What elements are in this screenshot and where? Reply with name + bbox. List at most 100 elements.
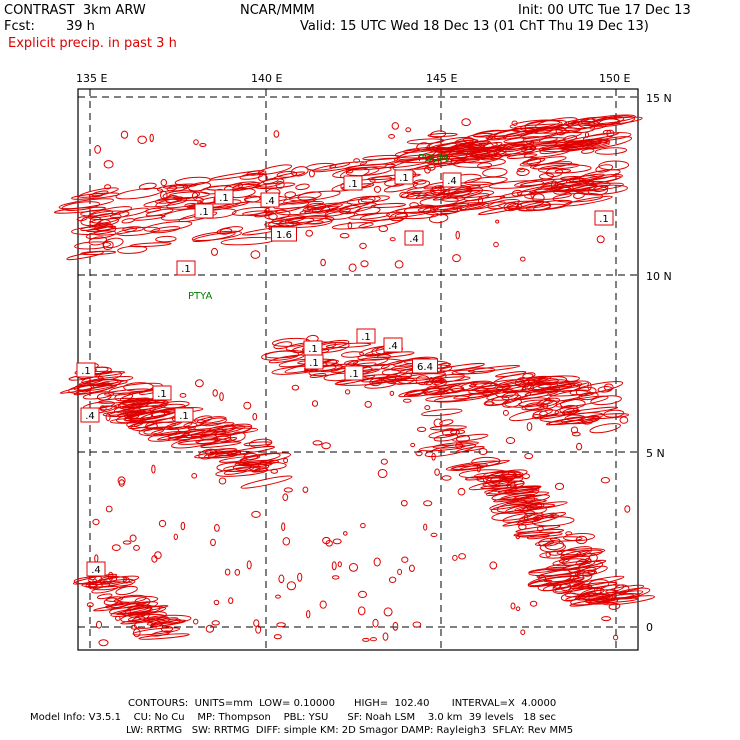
precip-contour [567, 118, 595, 125]
contour-label-box [271, 226, 297, 242]
precip-contour [598, 116, 625, 125]
precip-contour [86, 225, 117, 233]
precip-contour [429, 425, 467, 431]
precip-contour [200, 441, 242, 448]
contour-label: .1 [349, 369, 359, 380]
precip-contour [386, 377, 435, 385]
precip-cell [523, 513, 529, 522]
precip-contour [464, 176, 508, 186]
precip-contour [262, 177, 279, 185]
precip-contour [80, 250, 117, 256]
precip-contour [83, 378, 119, 387]
precip-contour [459, 203, 486, 211]
lat-label-5n: 5 N [646, 447, 665, 460]
precip-cell [545, 551, 551, 558]
precip-contour [489, 497, 538, 510]
precip-contour [206, 184, 262, 191]
contour-label: .4 [91, 565, 101, 576]
precip-cell [576, 442, 583, 451]
precip-cell [399, 191, 410, 199]
precip-contour [529, 381, 583, 391]
contour-label: 1.6 [276, 230, 292, 241]
precip-cell [537, 525, 544, 532]
precip-cell [495, 219, 500, 224]
precip-contour [549, 536, 583, 542]
precip-cell [603, 383, 614, 391]
precip-contour [472, 129, 521, 138]
precip-contour [369, 176, 393, 183]
precip-contour [133, 618, 166, 629]
precip-contour [402, 146, 439, 153]
precip-cell [391, 122, 399, 130]
precip-cell [493, 241, 499, 248]
precip-cell [517, 167, 526, 173]
precip-contour [132, 405, 156, 414]
precip-contour [467, 388, 504, 399]
precip-cell [282, 493, 289, 502]
precip-contour [341, 351, 365, 358]
contour-label: .1 [199, 207, 209, 218]
precip-contour [249, 438, 273, 448]
contour-label: .1 [309, 358, 319, 369]
contour-label: .1 [361, 332, 371, 343]
precip-contour [344, 360, 359, 365]
precip-contour [329, 162, 351, 169]
lat-label-0: 0 [646, 621, 653, 634]
contours-info: CONTOURS: UNITS=mm LOW= 0.10000 HIGH= 10… [128, 698, 557, 709]
precip-contour [411, 189, 450, 197]
precip-cell [478, 448, 488, 455]
precip-contour [597, 386, 613, 393]
contour-label: .4 [447, 176, 457, 187]
precip-contour [240, 475, 293, 489]
precip-contour [74, 241, 112, 250]
precip-cell [601, 616, 612, 622]
precip-contour [500, 491, 550, 500]
precip-contour [382, 372, 413, 383]
precip-contour [563, 195, 613, 207]
org-label: NCAR/MMM [240, 3, 315, 18]
precip-contour [345, 163, 396, 171]
precip-cell [218, 477, 227, 485]
precip-contour [66, 251, 104, 261]
precip-contour [129, 605, 161, 615]
precip-contour [162, 183, 198, 189]
precip-contour [204, 448, 236, 454]
precip-cell [520, 256, 526, 262]
precip-contour [548, 416, 602, 426]
precip-contour [539, 414, 586, 423]
precip-cell [569, 178, 574, 183]
precip-cell [602, 129, 612, 135]
precip-contour [188, 182, 212, 192]
precip-cell [529, 600, 538, 607]
model-info-line1: Model Info: V3.5.1 CU: No Cu MP: Thompso… [30, 712, 556, 723]
precip-cell [286, 581, 297, 591]
precip-contour [547, 389, 589, 397]
precip-contour [560, 582, 572, 592]
precip-contour [200, 417, 227, 427]
precip-cell [392, 621, 399, 631]
precip-contour [569, 381, 624, 396]
contour-label-box [260, 192, 280, 208]
precip-contour [89, 212, 122, 224]
precip-cell [253, 619, 260, 627]
precip-contour [588, 115, 636, 128]
precip-contour [108, 601, 159, 615]
precip-contour [534, 540, 555, 546]
contour-label: 6.4 [417, 362, 433, 373]
precip-contour [565, 177, 586, 184]
precip-contour [306, 162, 337, 171]
precip-cell [554, 482, 565, 490]
precip-contour [587, 185, 608, 196]
precip-cell [105, 413, 111, 422]
precip-cell [129, 534, 137, 542]
precip-contour [559, 404, 579, 414]
precip-cell [502, 409, 509, 416]
precip-contour [556, 548, 606, 556]
precip-cell [433, 418, 443, 428]
precip-cell [94, 554, 99, 563]
precip-contour [417, 148, 466, 159]
precip-cell [532, 414, 542, 420]
contour-label-box [304, 354, 324, 370]
precip-contour [324, 207, 351, 217]
precip-contour [207, 452, 238, 459]
